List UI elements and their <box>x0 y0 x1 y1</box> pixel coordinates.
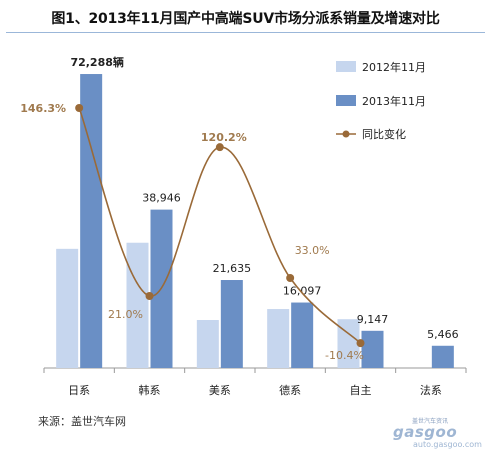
trend-line <box>78 107 362 344</box>
trend-value-label: 146.3% <box>20 102 66 115</box>
bar-value-label: 72,288辆 <box>70 55 123 69</box>
legend-line-marker <box>342 130 350 138</box>
trend-value-label: 33.0% <box>295 244 330 257</box>
bar-2013 <box>220 280 243 368</box>
bar-2013 <box>291 302 314 368</box>
bar-value-label: 16,097 <box>283 285 322 298</box>
category-label: 美系 <box>209 384 231 397</box>
chart-title: 图1、2013年11月国产中高端SUV市场分派系销量及增速对比 <box>51 11 440 27</box>
legend-label-2013: 2013年11月 <box>362 94 426 108</box>
bar-2013 <box>361 330 384 368</box>
trend-point <box>75 104 84 112</box>
title-divider <box>6 32 485 33</box>
bar-2012 <box>267 309 290 368</box>
trend-point <box>356 339 365 348</box>
bar-value-label: 9,147 <box>357 313 389 326</box>
bar-2012 <box>126 242 149 368</box>
category-label: 自主 <box>350 384 372 397</box>
trend-value-label: 21.0% <box>108 308 143 321</box>
bar-2012 <box>337 319 360 368</box>
legend-label-yoy: 同比变化 <box>362 127 406 141</box>
category-label: 法系 <box>420 383 442 397</box>
trend-value-label: 120.2% <box>201 131 247 144</box>
watermark-caption: 盖世汽车资讯 <box>412 418 449 425</box>
source-note: 来源：盖世汽车网 <box>38 415 126 428</box>
legend-label-2012: 2012年11月 <box>362 60 426 74</box>
bar-2012 <box>56 248 79 368</box>
bar-value-label: 38,946 <box>142 192 181 205</box>
watermark-logo: gasgoo <box>393 423 458 441</box>
legend: 2012年11月 2013年11月 同比变化 <box>336 60 426 141</box>
trend-point <box>145 292 154 300</box>
category-label: 德系 <box>279 383 301 397</box>
trend-value-label: -10.4% <box>325 349 364 362</box>
bar-2013 <box>431 345 454 368</box>
bar-value-label: 5,466 <box>427 328 459 341</box>
bar-2013 <box>80 74 103 368</box>
category-label: 日系 <box>68 384 90 397</box>
trend-point <box>286 273 295 282</box>
legend-swatch-2013 <box>336 95 356 106</box>
legend-swatch-2012 <box>336 61 356 72</box>
trend-point <box>215 143 224 152</box>
category-label: 韩系 <box>139 383 161 397</box>
bar-2012 <box>196 320 219 368</box>
watermark-url: auto.gasgoo.com <box>413 440 482 449</box>
bar-value-label: 21,635 <box>213 262 252 275</box>
